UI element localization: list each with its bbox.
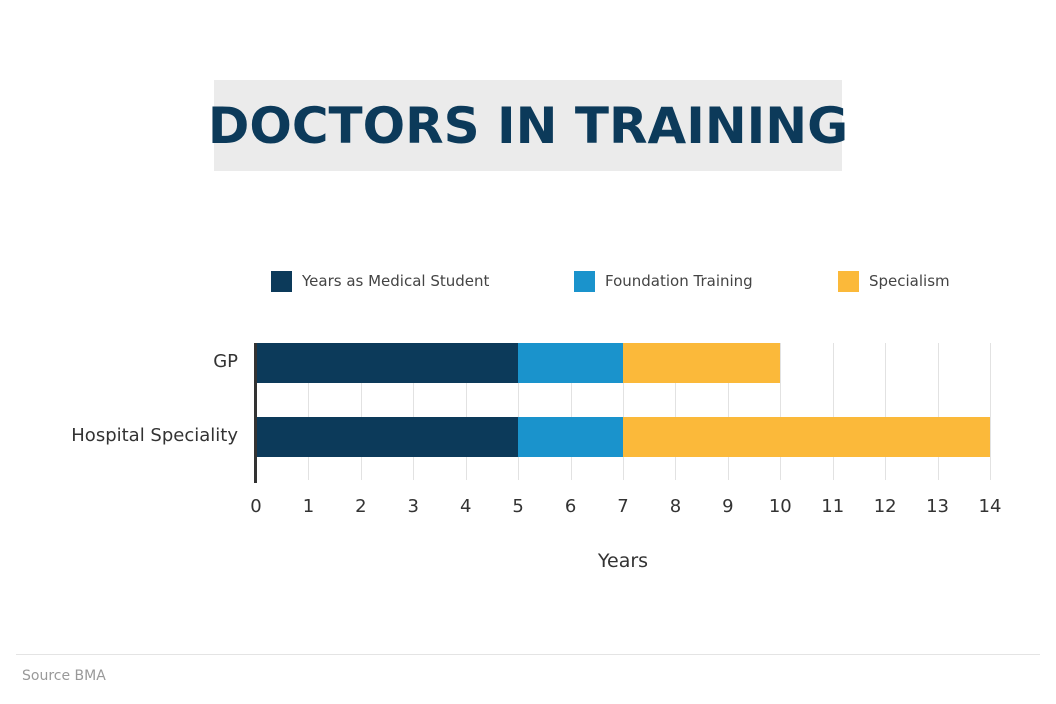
gridline — [308, 343, 310, 480]
gridline — [465, 343, 467, 480]
category-label: GP — [213, 351, 238, 372]
chart-title: DOCTORS IN TRAINING — [207, 96, 849, 155]
x-tick-label: 10 — [768, 496, 792, 517]
x-tick-label: 3 — [407, 496, 420, 517]
source-note: Source BMA — [22, 668, 106, 684]
category-label: Hospital Speciality — [71, 425, 238, 446]
bar-segment — [518, 417, 623, 457]
x-axis-label: Years — [597, 550, 649, 572]
gridline — [727, 343, 729, 480]
legend-swatch — [574, 270, 595, 292]
x-tick-label: 11 — [821, 496, 845, 517]
gridline — [623, 343, 624, 480]
bar-segment — [256, 417, 519, 457]
bar-segment — [623, 417, 990, 457]
gridline — [780, 343, 782, 480]
gridline — [570, 343, 572, 480]
bar-segment — [518, 343, 623, 383]
bar-segment — [256, 343, 519, 383]
x-tick-label: 14 — [978, 496, 1002, 517]
x-tick-label: 8 — [669, 496, 682, 517]
gridline — [937, 343, 939, 480]
legend-item: Foundation Training — [574, 270, 753, 292]
gridline — [832, 343, 834, 480]
x-tick-label: 4 — [459, 496, 472, 517]
gridline — [518, 343, 520, 480]
gridline — [413, 343, 415, 480]
x-tick-label: 12 — [873, 496, 897, 517]
gridline — [885, 343, 887, 480]
gridline — [360, 343, 362, 480]
legend-swatch — [271, 270, 292, 292]
legend-label: Years as Medical Student — [302, 272, 490, 290]
x-tick-label: 7 — [617, 496, 629, 517]
x-tick-label: 9 — [722, 496, 734, 517]
x-tick-label: 1 — [302, 496, 315, 517]
x-tick-label: 13 — [926, 496, 950, 517]
legend-swatch — [838, 270, 859, 292]
legend-item: Specialism — [838, 270, 950, 292]
legend-label: Foundation Training — [605, 272, 753, 290]
legend-item: Years as Medical Student — [271, 270, 489, 292]
title-banner: DOCTORS IN TRAINING — [208, 80, 848, 171]
x-tick-label: 0 — [250, 496, 262, 517]
x-tick-label: 6 — [564, 496, 577, 517]
bar-segment — [623, 343, 781, 383]
legend-label: Specialism — [869, 272, 950, 290]
x-tick-label: 5 — [512, 496, 524, 517]
y-axis-line — [254, 343, 257, 483]
gridline — [675, 343, 677, 480]
x-tick-label: 2 — [355, 496, 367, 517]
gridline — [990, 343, 991, 480]
footer-divider — [16, 654, 1040, 655]
